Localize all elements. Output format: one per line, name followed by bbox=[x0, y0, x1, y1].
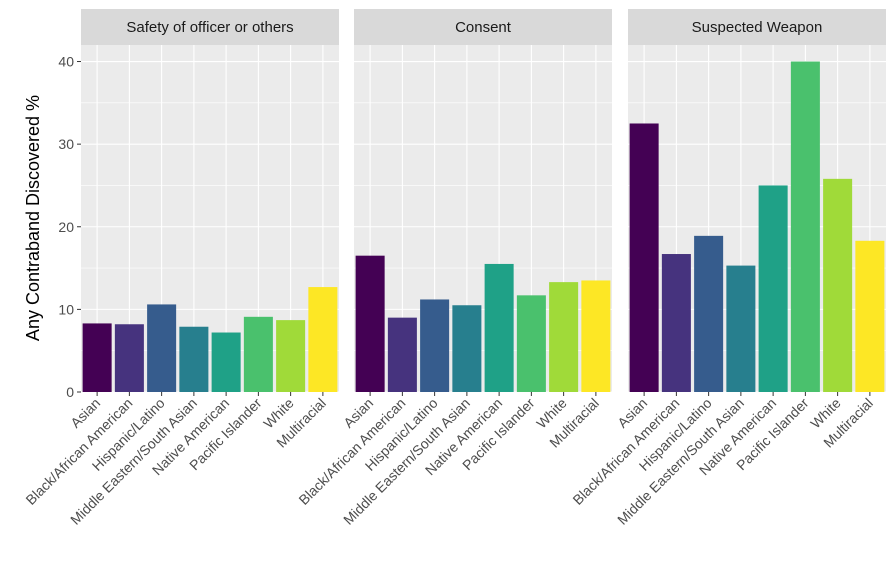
bar-middle-eastern-south-asian bbox=[179, 326, 209, 392]
bar-white bbox=[549, 282, 579, 392]
bar-asian bbox=[355, 255, 385, 392]
bar-multiracial bbox=[855, 240, 885, 392]
panel-strip bbox=[628, 9, 886, 45]
y-tick-label: 10 bbox=[58, 301, 74, 317]
panel-title: Safety of officer or others bbox=[126, 19, 293, 36]
bar-hispanic-latino bbox=[694, 235, 724, 392]
bar-native-american bbox=[484, 263, 514, 392]
bar-pacific-islander bbox=[516, 295, 546, 392]
y-tick-label: 40 bbox=[58, 54, 74, 70]
bar-asian bbox=[629, 123, 659, 392]
y-axis-title: Any Contraband Discovered % bbox=[23, 95, 43, 341]
y-tick-label: 20 bbox=[58, 219, 74, 235]
panel-title: Consent bbox=[455, 19, 512, 36]
bar-multiracial bbox=[308, 287, 338, 392]
bar-white bbox=[276, 320, 306, 392]
bar-hispanic-latino bbox=[420, 299, 450, 392]
y-tick-label: 30 bbox=[58, 136, 74, 152]
bar-white bbox=[823, 178, 853, 392]
bar-native-american bbox=[211, 332, 241, 392]
bar-hispanic-latino bbox=[147, 304, 177, 392]
y-tick-label: 0 bbox=[66, 384, 74, 400]
bar-black-african-american bbox=[387, 317, 417, 392]
bar-multiracial bbox=[581, 280, 611, 392]
panel-safety-of-officer-or-others: Safety of officer or othersAsianBlack/Af… bbox=[22, 9, 339, 528]
bar-asian bbox=[82, 323, 112, 392]
bar-pacific-islander bbox=[243, 316, 273, 392]
bar-black-african-american bbox=[114, 324, 144, 392]
bar-pacific-islander bbox=[790, 61, 820, 393]
bar-black-african-american bbox=[661, 254, 691, 392]
bar-middle-eastern-south-asian bbox=[452, 305, 482, 392]
panel-strip bbox=[354, 9, 612, 45]
panel-title: Suspected Weapon bbox=[692, 19, 823, 36]
bar-native-american bbox=[758, 185, 788, 392]
bar-middle-eastern-south-asian bbox=[726, 265, 756, 392]
panel-strip bbox=[81, 9, 339, 45]
